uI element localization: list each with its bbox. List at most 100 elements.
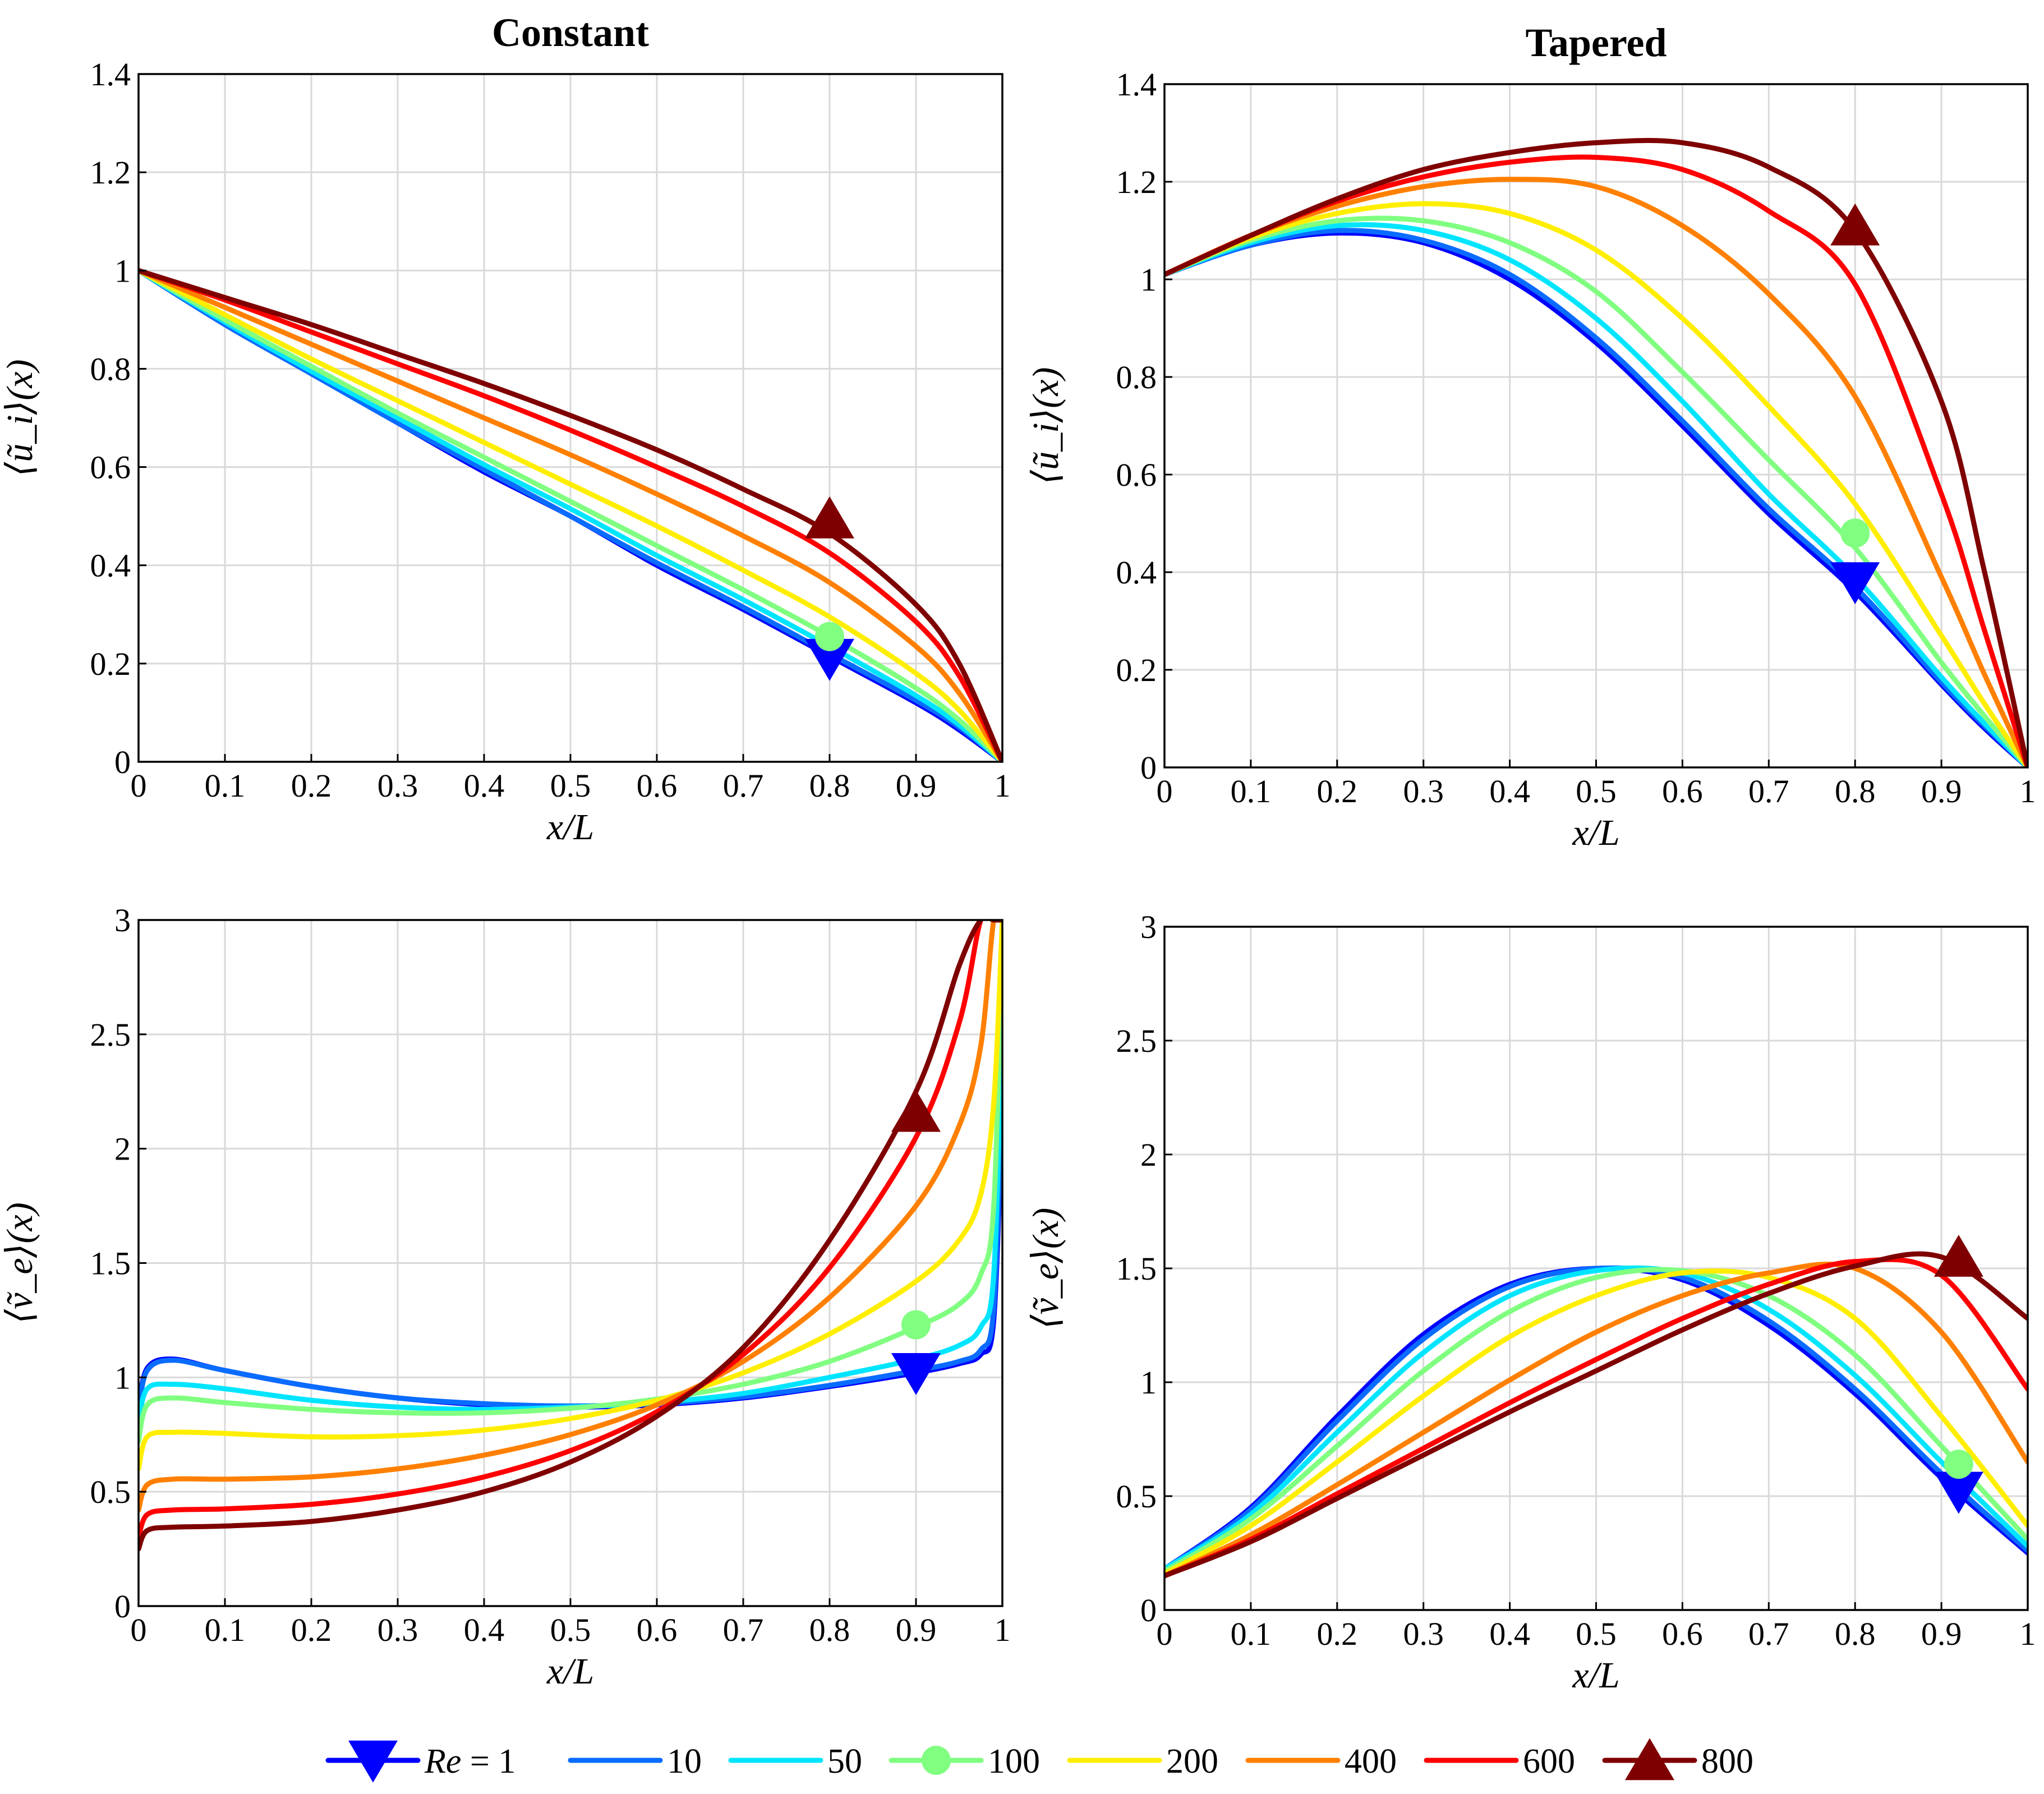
series-line-50 bbox=[1164, 1265, 2028, 1572]
x-tick-label: 0.7 bbox=[1748, 1616, 1789, 1652]
y-tick-label: 0.2 bbox=[1116, 652, 1157, 688]
x-tick-label: 0.9 bbox=[1921, 773, 1962, 809]
series-line-10 bbox=[1164, 228, 2028, 767]
x-axis-label: x/L bbox=[1572, 812, 1619, 853]
series-line-800 bbox=[139, 920, 1002, 1552]
x-tick-label: 0.4 bbox=[464, 767, 505, 804]
x-tick-label: 0 bbox=[131, 767, 147, 804]
legend: Re = 1 10 50 100 200 400 600 800 bbox=[325, 1738, 1753, 1783]
y-tick-label: 1.5 bbox=[90, 1245, 131, 1282]
legend-item: Re = 1 bbox=[325, 1740, 515, 1783]
panel-title: Constant bbox=[492, 10, 649, 55]
y-axis-label: ⟨ṽ_e⟩(x) bbox=[0, 1202, 40, 1323]
y-tick-label: 0 bbox=[1140, 749, 1157, 786]
marker-triangle-down bbox=[1830, 562, 1880, 604]
y-tick-label: 1.5 bbox=[1116, 1250, 1157, 1287]
legend-item: 400 bbox=[1245, 1742, 1397, 1781]
x-tick-label: 0.8 bbox=[809, 1612, 850, 1648]
x-tick-label: 0 bbox=[1157, 1616, 1173, 1652]
x-tick-label: 1 bbox=[2020, 773, 2036, 809]
legend-label: 50 bbox=[827, 1742, 862, 1781]
x-tick-label: 0.5 bbox=[1576, 773, 1617, 809]
y-tick-label: 2.5 bbox=[1116, 1023, 1157, 1059]
legend-marker-circle bbox=[922, 1746, 951, 1775]
x-tick-label: 0.3 bbox=[378, 1612, 418, 1648]
x-tick-label: 0.3 bbox=[378, 767, 418, 804]
y-tick-label: 0.4 bbox=[1116, 554, 1157, 591]
y-tick-label: 0.8 bbox=[90, 351, 131, 387]
series-line-600 bbox=[1164, 1257, 2028, 1579]
series-line-100 bbox=[1164, 1267, 2028, 1574]
marker-circle bbox=[901, 1310, 931, 1340]
y-tick-label: 0.6 bbox=[90, 449, 131, 486]
y-tick-label: 1.2 bbox=[90, 154, 131, 191]
series-line-50 bbox=[139, 268, 1002, 762]
series-line-800 bbox=[1164, 137, 2028, 767]
y-tick-label: 0 bbox=[114, 744, 131, 780]
series-line-200 bbox=[139, 268, 1002, 762]
y-tick-label: 1 bbox=[1140, 1364, 1157, 1401]
y-tick-label: 0.5 bbox=[90, 1474, 131, 1510]
x-tick-label: 1 bbox=[995, 1612, 1011, 1648]
x-tick-label: 0.8 bbox=[1835, 1616, 1876, 1652]
x-tick-label: 0.2 bbox=[291, 767, 332, 804]
x-tick-label: 0.2 bbox=[1317, 1616, 1358, 1652]
x-tick-label: 0.3 bbox=[1403, 1616, 1444, 1652]
y-tick-label: 3 bbox=[1140, 909, 1157, 945]
y-tick-label: 0.4 bbox=[90, 548, 131, 584]
marker-circle bbox=[1840, 518, 1870, 548]
y-tick-label: 1 bbox=[114, 252, 131, 289]
x-tick-label: 0.8 bbox=[1835, 773, 1876, 809]
x-tick-label: 0 bbox=[1157, 773, 1173, 809]
x-tick-label: 0.4 bbox=[1489, 773, 1530, 809]
y-tick-label: 1 bbox=[114, 1359, 131, 1396]
series-line-400 bbox=[139, 268, 1002, 762]
y-tick-label: 2.5 bbox=[90, 1016, 131, 1053]
x-tick-label: 0.4 bbox=[464, 1612, 505, 1648]
legend-label: 800 bbox=[1701, 1742, 1753, 1781]
x-tick-label: 0.4 bbox=[1489, 1616, 1530, 1652]
y-tick-label: 0 bbox=[1140, 1592, 1157, 1629]
panel-top-right: 0 0.1 0.2 0.3 0.4 0.5 0.6 0.7 0.8 0.9 1 0 0.2 0.4 0.6 0… bbox=[1025, 20, 2036, 853]
y-axis-label: ⟨ũ_i⟩(x) bbox=[0, 359, 40, 476]
x-tick-label: 0.6 bbox=[1662, 773, 1703, 809]
x-tick-label: 0.9 bbox=[896, 1612, 937, 1648]
panel-top-left: 0 0.1 0.2 0.3 0.4 0.5 0.6 0.7 0.8 0.9 1 0 0.2 0.4 0.6 0… bbox=[0, 10, 1011, 848]
y-tick-label: 0 bbox=[114, 1588, 131, 1625]
legend-marker-triangle-down bbox=[348, 1740, 398, 1783]
x-tick-label: 0.6 bbox=[1662, 1616, 1703, 1652]
x-tick-label: 0 bbox=[131, 1612, 147, 1648]
x-tick-label: 0.1 bbox=[1231, 1616, 1272, 1652]
legend-item: 600 bbox=[1424, 1742, 1575, 1781]
legend-item: 50 bbox=[728, 1742, 862, 1781]
legend-label: Re = 1 bbox=[424, 1742, 515, 1781]
x-axis-label: x/L bbox=[1572, 1655, 1619, 1696]
y-tick-label: 1 bbox=[1140, 261, 1157, 298]
legend-item: 800 bbox=[1602, 1738, 1753, 1781]
legend-label: 10 bbox=[667, 1742, 702, 1781]
panel-bottom-right: 0 0.1 0.2 0.3 0.4 0.5 0.6 0.7 0.8 0.9 1 0 0.5 1 1.5 2 2.… bbox=[1025, 909, 2036, 1696]
x-tick-label: 1 bbox=[995, 767, 1011, 804]
x-tick-label: 0.7 bbox=[723, 767, 764, 804]
y-tick-label: 0.2 bbox=[90, 646, 131, 682]
series-line-400 bbox=[139, 920, 1002, 1513]
x-tick-label: 0.1 bbox=[205, 767, 246, 804]
legend-label: 600 bbox=[1523, 1742, 1575, 1781]
series-line-600 bbox=[139, 920, 1002, 1540]
series-group bbox=[139, 920, 1002, 1552]
series-line-100 bbox=[139, 268, 1002, 762]
x-tick-label: 0.6 bbox=[637, 767, 678, 804]
y-tick-label: 0.6 bbox=[1116, 457, 1157, 493]
y-axis-label: ⟨ũ_i⟩(x) bbox=[1025, 367, 1066, 484]
y-tick-label: 1.4 bbox=[90, 56, 131, 93]
legend-label: 400 bbox=[1345, 1742, 1397, 1781]
x-axis-label: x/L bbox=[546, 807, 594, 848]
x-tick-label: 0.2 bbox=[291, 1612, 332, 1648]
series-line-100 bbox=[1164, 215, 2028, 767]
x-tick-label: 1 bbox=[2020, 1616, 2036, 1652]
series-line-200 bbox=[139, 920, 1002, 1471]
series-group bbox=[1164, 137, 2028, 767]
series-group bbox=[139, 268, 1002, 762]
x-tick-label: 0.1 bbox=[1231, 773, 1272, 809]
